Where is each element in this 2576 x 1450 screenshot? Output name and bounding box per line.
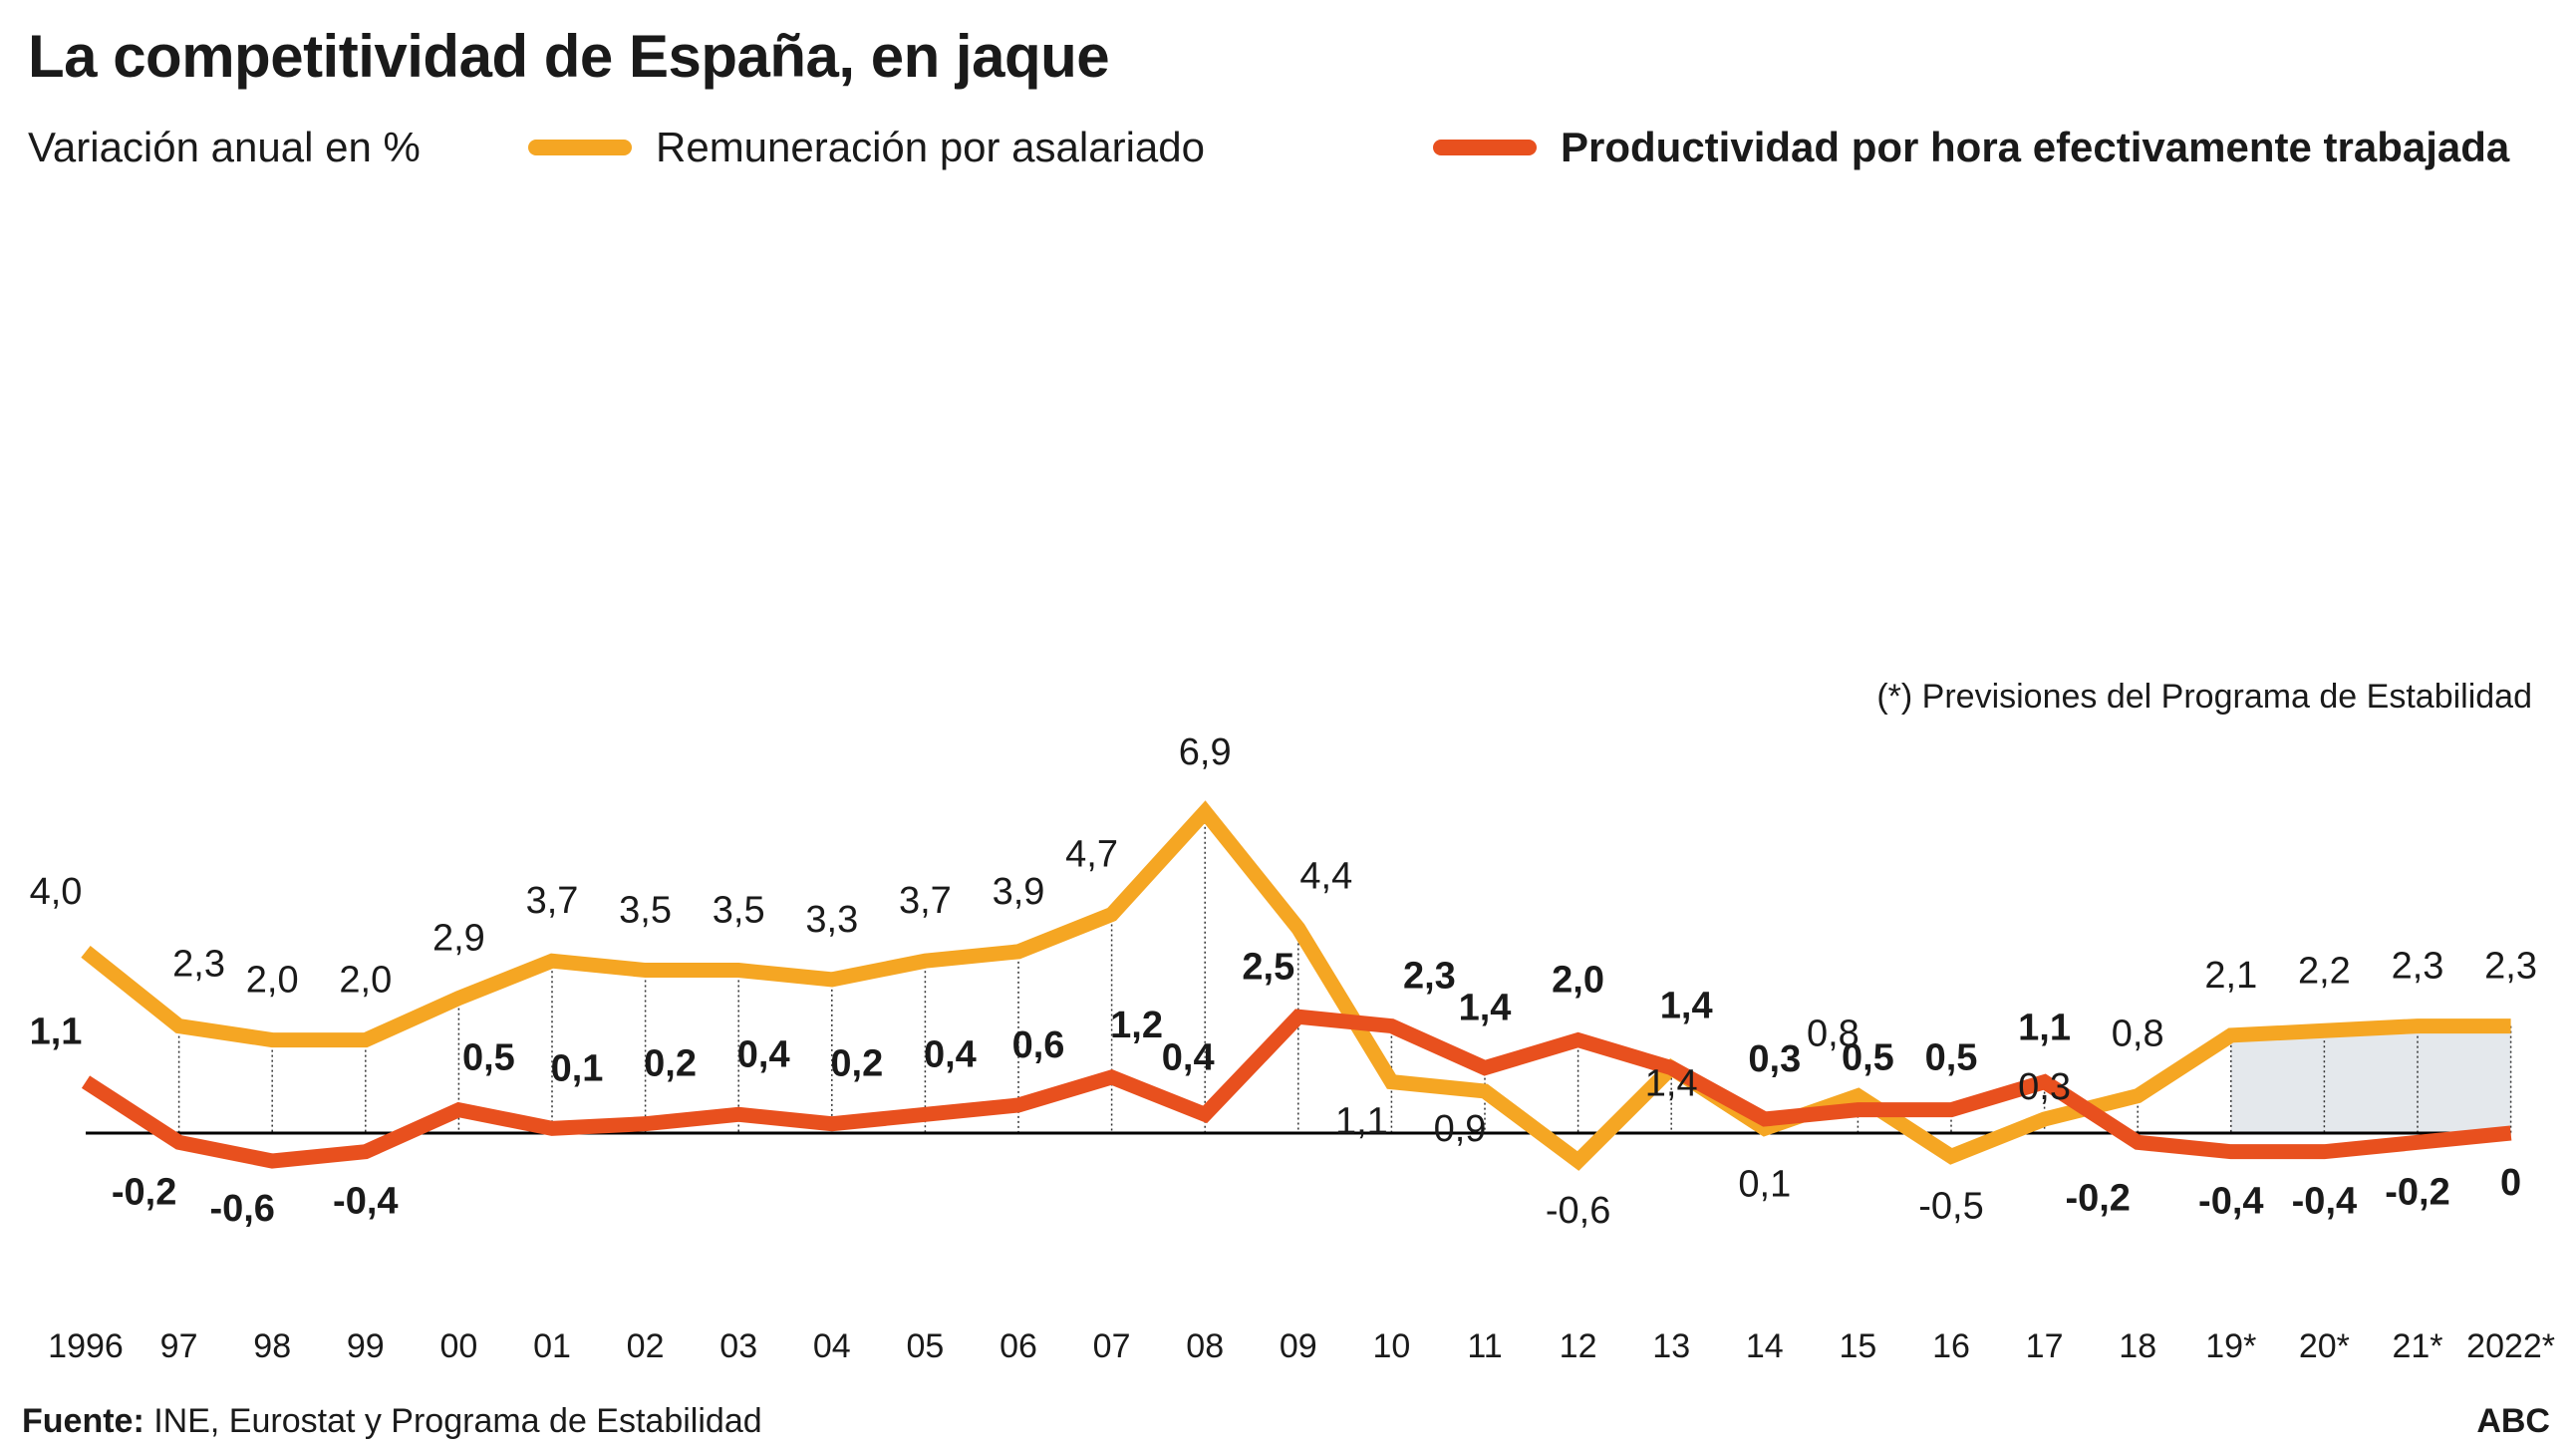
data-label-productividad-17: 1,4	[1660, 986, 1713, 1027]
data-label-remuneracion-9: 3,7	[899, 880, 952, 922]
legend-remuneracion: Remuneración por asalariado	[528, 124, 1205, 171]
data-label-remuneracion-20: -0,5	[1918, 1185, 1983, 1227]
data-label-productividad-22: -0,2	[2065, 1177, 2130, 1219]
data-label-productividad-12: 0,4	[1162, 1036, 1215, 1078]
legend-label-productividad: Productividad por hora efectivamente tra…	[1561, 124, 2510, 170]
x-tick-label-7: 03	[719, 1327, 757, 1365]
x-tick-label-9: 05	[906, 1327, 944, 1365]
data-label-remuneracion-24: 2,2	[2298, 950, 2351, 992]
x-tick-label-18: 14	[1746, 1327, 1784, 1365]
data-label-productividad-23: -0,4	[2198, 1181, 2263, 1223]
chart-title: La competitividad de España, en jaque	[28, 23, 1110, 90]
data-label-remuneracion-16: -0,6	[1546, 1190, 1610, 1232]
data-label-remuneracion-2: 2,0	[246, 960, 299, 1002]
data-label-productividad-3: -0,4	[333, 1181, 398, 1223]
data-label-remuneracion-7: 3,5	[713, 890, 765, 932]
data-label-remuneracion-4: 2,9	[432, 918, 485, 960]
x-tick-label-26: 2022*	[2466, 1327, 2555, 1365]
data-label-productividad-8: 0,2	[830, 1043, 883, 1085]
data-label-remuneracion-3: 2,0	[339, 960, 392, 1002]
x-tick-label-14: 10	[1372, 1327, 1410, 1365]
brand-logo: ABC	[2476, 1402, 2550, 1440]
data-label-productividad-1: -0,2	[112, 1171, 176, 1213]
x-tick-label-15: 11	[1467, 1327, 1502, 1365]
data-label-productividad-14: 2,3	[1403, 956, 1456, 998]
data-label-productividad-19: 0,5	[1842, 1037, 1894, 1079]
x-tick-label-0: 1996	[48, 1327, 124, 1365]
x-tick-label-1: 97	[160, 1327, 198, 1365]
legend-productividad: Productividad por hora efectivamente tra…	[1433, 124, 2509, 171]
x-tick-label-24: 20*	[2299, 1327, 2350, 1365]
data-label-productividad-10: 0,6	[1012, 1024, 1065, 1066]
source-text: INE, Eurostat y Programa de Estabilidad	[143, 1402, 762, 1440]
x-tick-label-4: 00	[439, 1327, 477, 1365]
x-tick-label-13: 09	[1280, 1327, 1317, 1365]
x-tick-label-12: 08	[1186, 1327, 1224, 1365]
x-tick-label-16: 12	[1560, 1327, 1597, 1365]
data-label-productividad-15: 1,4	[1459, 988, 1512, 1029]
x-tick-label-10: 06	[1000, 1327, 1037, 1365]
data-label-productividad-6: 0,2	[644, 1043, 697, 1085]
data-label-remuneracion-15: 0,9	[1434, 1108, 1487, 1150]
forecast-area	[2230, 1025, 2511, 1133]
data-label-remuneracion-13: 4,4	[1299, 856, 1352, 898]
data-label-productividad-5: 0,1	[551, 1047, 604, 1089]
data-label-productividad-9: 0,4	[924, 1033, 977, 1075]
data-label-remuneracion-5: 3,7	[526, 880, 579, 922]
data-label-productividad-20: 0,5	[1925, 1037, 1978, 1079]
x-tick-label-11: 07	[1093, 1327, 1131, 1365]
data-label-productividad-11: 1,2	[1110, 1005, 1163, 1046]
data-label-productividad-16: 2,0	[1552, 960, 1604, 1002]
data-label-remuneracion-19: 0,8	[1807, 1014, 1860, 1055]
data-label-productividad-7: 0,4	[737, 1033, 790, 1075]
x-tick-label-2: 98	[253, 1327, 291, 1365]
source-line: Fuente: INE, Eurostat y Programa de Esta…	[22, 1402, 762, 1441]
x-tick-label-25: 21*	[2392, 1327, 2442, 1365]
x-tick-label-3: 99	[347, 1327, 385, 1365]
data-label-productividad-13: 2,5	[1242, 946, 1294, 988]
data-label-remuneracion-17: 1,4	[1645, 1063, 1698, 1105]
data-label-remuneracion-12: 6,9	[1179, 731, 1232, 773]
data-label-remuneracion-8: 3,3	[805, 899, 858, 941]
data-label-productividad-21: 1,1	[2018, 1008, 2071, 1049]
x-tick-label-17: 13	[1652, 1327, 1690, 1365]
data-label-productividad-24: -0,4	[2292, 1181, 2357, 1223]
data-label-remuneracion-25: 2,3	[2392, 946, 2444, 988]
series-line-productividad	[81, 1009, 2512, 1169]
series-line-remuneracion	[81, 800, 2511, 1171]
x-tick-label-6: 02	[627, 1327, 665, 1365]
data-label-remuneracion-23: 2,1	[2204, 955, 2257, 997]
data-label-remuneracion-22: 0,8	[2112, 1014, 2164, 1055]
chart-subtitle: Variación anual en %	[28, 124, 421, 170]
source-label: Fuente:	[22, 1402, 144, 1440]
data-label-remuneracion-10: 3,9	[993, 871, 1045, 913]
x-tick-label-22: 18	[2119, 1327, 2156, 1365]
x-tick-label-21: 17	[2026, 1327, 2064, 1365]
legend-swatch-remuneracion	[528, 140, 632, 155]
x-tick-label-23: 19*	[2205, 1327, 2256, 1365]
data-label-remuneracion-18: 0,1	[1738, 1163, 1791, 1205]
data-label-productividad-25: -0,2	[2385, 1171, 2449, 1213]
data-label-remuneracion-0: 4,0	[30, 871, 83, 913]
x-tick-label-8: 04	[813, 1327, 851, 1365]
data-label-remuneracion-11: 4,7	[1065, 834, 1118, 876]
data-label-productividad-2: -0,6	[209, 1188, 274, 1230]
data-label-productividad-26: 0	[2500, 1162, 2521, 1204]
data-label-remuneracion-21: 0,3	[2018, 1066, 2071, 1108]
data-label-productividad-18: 0,3	[1748, 1038, 1801, 1080]
data-label-remuneracion-1: 2,3	[172, 944, 225, 986]
data-label-remuneracion-14: 1,1	[1335, 1101, 1388, 1143]
legend-swatch-productividad	[1433, 140, 1537, 155]
x-tick-label-20: 16	[1932, 1327, 1970, 1365]
x-tick-label-5: 01	[533, 1327, 571, 1365]
data-label-productividad-0: 1,1	[30, 1012, 83, 1053]
legend-label-remuneracion: Remuneración por asalariado	[656, 124, 1205, 170]
x-tick-label-19: 15	[1839, 1327, 1876, 1365]
forecast-note: (*) Previsiones del Programa de Estabili…	[1876, 678, 2532, 716]
data-label-productividad-4: 0,5	[462, 1037, 515, 1079]
data-label-remuneracion-26: 2,3	[2484, 946, 2537, 988]
data-label-remuneracion-6: 3,5	[619, 890, 672, 932]
